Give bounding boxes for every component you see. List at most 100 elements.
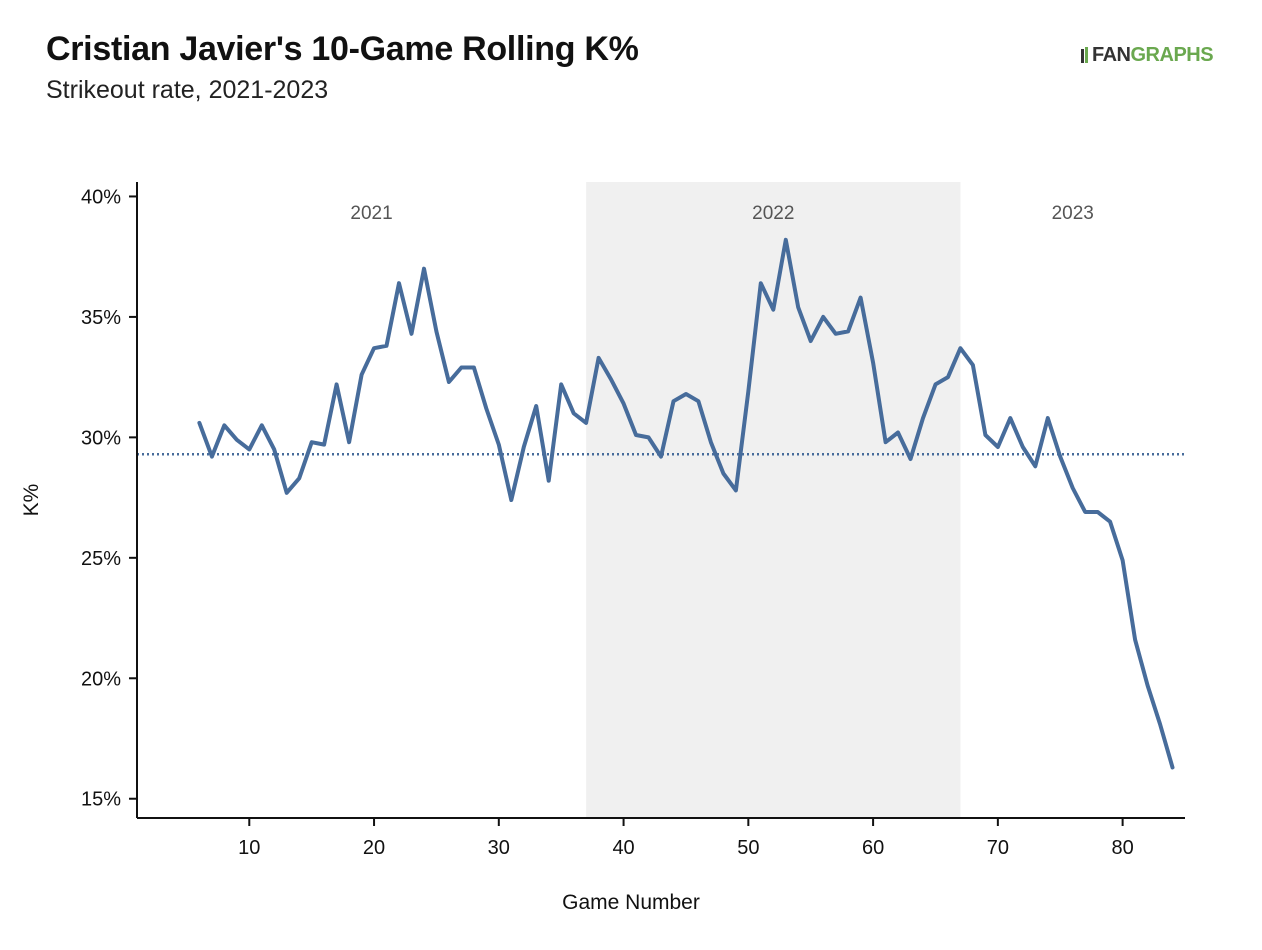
season-label-2021: 2021 xyxy=(350,203,392,224)
season-label-2023: 2023 xyxy=(1052,203,1094,224)
data-point xyxy=(859,296,863,300)
y-tick-label: 35% xyxy=(81,307,121,329)
data-point xyxy=(821,315,825,319)
data-point xyxy=(459,366,463,370)
chart-title: Cristian Javier's 10-Game Rolling K% xyxy=(46,30,639,68)
data-point xyxy=(796,305,800,309)
data-point xyxy=(260,423,264,427)
data-point xyxy=(696,399,700,403)
data-point xyxy=(996,445,1000,449)
data-point xyxy=(547,479,551,483)
data-point xyxy=(1146,684,1150,688)
data-point xyxy=(397,281,401,285)
data-point xyxy=(210,455,214,459)
data-point xyxy=(871,361,875,365)
data-point xyxy=(534,404,538,408)
data-point xyxy=(1133,638,1137,642)
y-tick-label: 40% xyxy=(81,186,121,208)
data-point xyxy=(197,421,201,425)
data-point xyxy=(684,392,688,396)
x-tick-label: 60 xyxy=(862,837,884,859)
data-point xyxy=(609,378,613,382)
data-point xyxy=(497,443,501,447)
season-band-2022 xyxy=(586,182,961,818)
x-tick-label: 20 xyxy=(363,837,385,859)
data-point xyxy=(622,402,626,406)
data-point xyxy=(746,390,750,394)
data-point xyxy=(372,346,376,350)
data-point xyxy=(1046,416,1050,420)
data-point xyxy=(1021,445,1025,449)
x-tick-label: 30 xyxy=(488,837,510,859)
y-tick-label: 30% xyxy=(81,427,121,449)
data-point xyxy=(1096,510,1100,514)
y-tick-label: 20% xyxy=(81,668,121,690)
data-point xyxy=(335,382,339,386)
data-point xyxy=(909,457,913,461)
data-point xyxy=(1108,520,1112,524)
data-point xyxy=(484,406,488,410)
y-tick-label: 15% xyxy=(81,789,121,811)
data-point xyxy=(659,455,663,459)
data-point xyxy=(509,498,513,502)
data-point xyxy=(347,440,351,444)
data-point xyxy=(422,267,426,271)
data-point xyxy=(784,238,788,242)
x-tick-label: 80 xyxy=(1111,837,1133,859)
data-point xyxy=(671,399,675,403)
data-point xyxy=(385,344,389,348)
y-axis-title: K% xyxy=(20,484,43,517)
data-point xyxy=(1171,765,1175,769)
data-point xyxy=(921,416,925,420)
x-tick-label: 70 xyxy=(987,837,1009,859)
season-bands xyxy=(586,182,961,818)
logo-text-graphs: GRAPHS xyxy=(1130,44,1214,66)
data-point xyxy=(809,339,813,343)
x-tick-label: 50 xyxy=(737,837,759,859)
x-axis-title: Game Number xyxy=(562,891,700,914)
data-point xyxy=(1058,455,1062,459)
data-point xyxy=(235,438,239,442)
data-point xyxy=(1071,486,1075,490)
data-point xyxy=(884,440,888,444)
data-point xyxy=(522,445,526,449)
data-point xyxy=(709,440,713,444)
data-point xyxy=(896,431,900,435)
y-axis-ticks: 15% 20% 25% 30% 35% 40% xyxy=(81,186,137,811)
season-labels: 2021 2022 2023 xyxy=(350,203,1093,224)
data-point xyxy=(272,447,276,451)
data-point xyxy=(933,382,937,386)
data-point xyxy=(1033,464,1037,468)
k-percent-series-line xyxy=(197,237,1175,770)
x-tick-label: 40 xyxy=(612,837,634,859)
data-point xyxy=(447,380,451,384)
data-point xyxy=(297,476,301,480)
data-point xyxy=(559,382,563,386)
fangraphs-logo: FAN GRAPHS xyxy=(1080,44,1214,67)
data-point xyxy=(647,435,651,439)
data-point xyxy=(434,329,438,333)
data-point xyxy=(734,488,738,492)
logo-text-fan: FAN xyxy=(1092,44,1131,66)
data-point xyxy=(771,308,775,312)
data-point xyxy=(472,366,476,370)
data-point xyxy=(1158,722,1162,726)
y-tick-label: 25% xyxy=(81,548,121,570)
data-point xyxy=(322,443,326,447)
x-tick-label: 10 xyxy=(238,837,260,859)
data-point xyxy=(409,332,413,336)
data-point xyxy=(834,332,838,336)
data-point xyxy=(759,281,763,285)
data-point xyxy=(584,421,588,425)
data-point xyxy=(360,373,364,377)
chart-subtitle: Strikeout rate, 2021-2023 xyxy=(46,76,329,104)
x-axis-ticks: 10 20 30 40 50 60 70 80 xyxy=(238,818,1134,859)
data-point xyxy=(247,447,251,451)
data-point xyxy=(946,375,950,379)
data-point xyxy=(285,491,289,495)
data-point xyxy=(597,356,601,360)
data-point xyxy=(846,329,850,333)
data-point xyxy=(958,346,962,350)
fangraphs-logo-icon xyxy=(1080,46,1090,65)
data-point xyxy=(983,433,987,437)
